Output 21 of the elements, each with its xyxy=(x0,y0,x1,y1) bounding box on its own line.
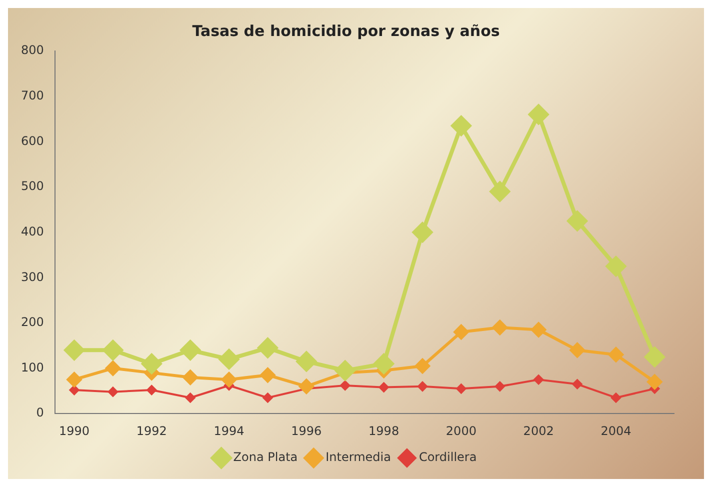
y-tick-label: 500 xyxy=(21,179,44,194)
x-tick-label: 1996 xyxy=(291,424,322,438)
x-tick-label: 1992 xyxy=(136,424,167,438)
y-tick-label: 300 xyxy=(21,270,44,284)
y-tick-label: 400 xyxy=(21,224,44,238)
y-tick-label: 0 xyxy=(36,406,44,420)
x-tick-label: 2004 xyxy=(600,424,632,438)
legend-label: Intermedia xyxy=(326,450,391,464)
x-tick-label: 1990 xyxy=(58,424,90,438)
y-tick-label: 800 xyxy=(21,43,44,58)
y-tick-label: 200 xyxy=(21,315,44,330)
legend-label: Cordillera xyxy=(418,450,477,464)
y-tick-label: 600 xyxy=(21,134,44,148)
x-tick-label: 2000 xyxy=(446,424,476,438)
x-tick-label: 1994 xyxy=(214,424,244,438)
x-tick-label: 1998 xyxy=(368,424,400,438)
y-tick-label: 100 xyxy=(21,360,44,374)
chart-title: Tasas de homicidio por zonas y años xyxy=(192,22,500,40)
legend-label: Zona Plata xyxy=(233,450,298,464)
y-tick-label: 700 xyxy=(21,88,44,102)
x-tick-label: 2002 xyxy=(523,424,554,438)
